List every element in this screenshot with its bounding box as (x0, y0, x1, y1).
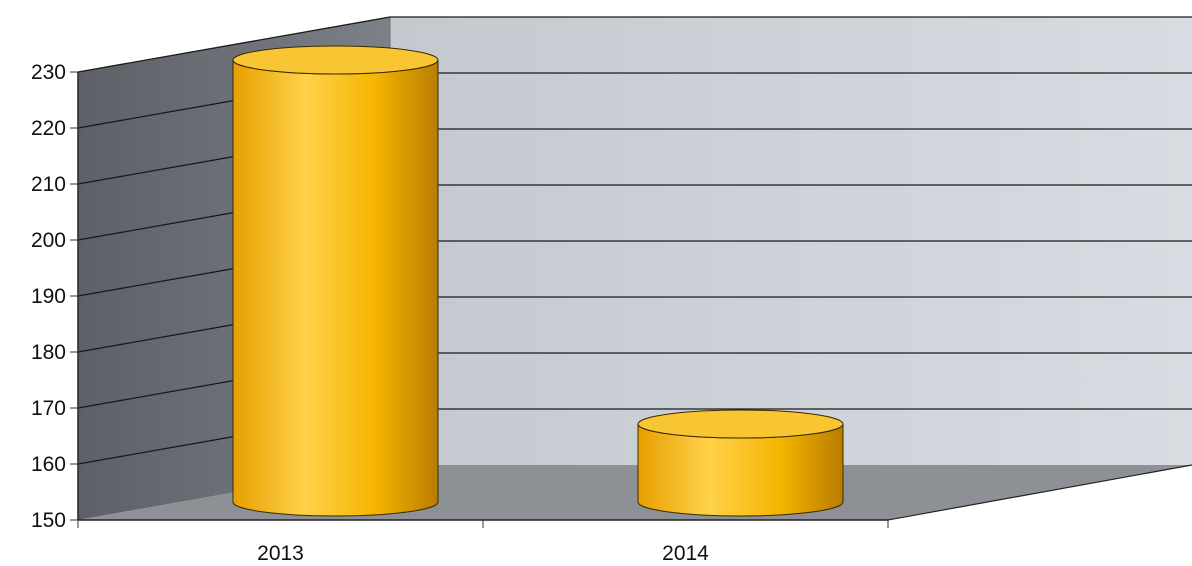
y-tick-label: 230 (31, 61, 66, 84)
y-tick-label: 220 (31, 117, 66, 140)
bar-top (637, 409, 844, 439)
bars (232, 45, 844, 517)
y-tick-label: 150 (31, 509, 66, 532)
bar-body (232, 59, 439, 517)
y-tick-label: 190 (31, 285, 66, 308)
y-tick-label: 170 (31, 397, 66, 420)
y-tick-labels: 150 160 170 180 190 200 210 220 230 (31, 61, 66, 532)
gridline (77, 16, 1192, 73)
bar-2014 (637, 409, 844, 517)
y-tick-label: 180 (31, 341, 66, 364)
y-tick-label: 210 (31, 173, 66, 196)
y-tick-label: 160 (31, 453, 66, 476)
x-tick-label: 2013 (257, 542, 304, 565)
bar-top (232, 45, 439, 75)
x-tick-labels: 2013 2014 (257, 542, 709, 565)
bar-2013 (232, 45, 439, 517)
axes (77, 72, 1192, 528)
x-tick-label: 2014 (662, 542, 709, 565)
floor-front-edge (887, 464, 1192, 521)
y-tick-label: 200 (31, 229, 66, 252)
